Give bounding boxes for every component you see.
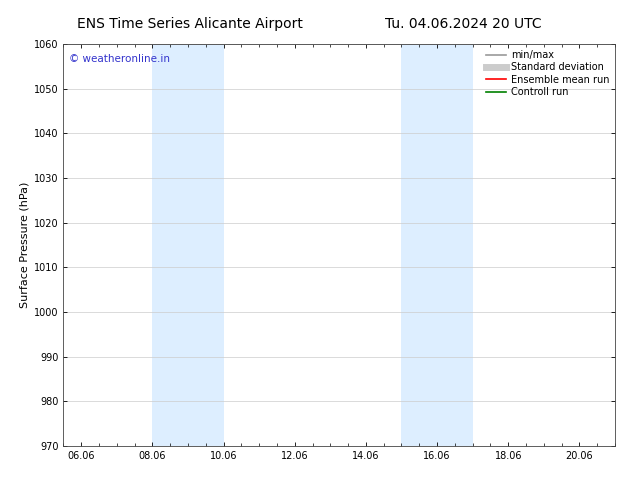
Legend: min/max, Standard deviation, Ensemble mean run, Controll run: min/max, Standard deviation, Ensemble me…: [482, 46, 613, 101]
Bar: [401, 44, 472, 446]
Bar: [152, 44, 224, 446]
Y-axis label: Surface Pressure (hPa): Surface Pressure (hPa): [20, 182, 30, 308]
Text: © weatheronline.in: © weatheronline.in: [69, 54, 170, 64]
Text: ENS Time Series Alicante Airport: ENS Time Series Alicante Airport: [77, 17, 303, 31]
Text: Tu. 04.06.2024 20 UTC: Tu. 04.06.2024 20 UTC: [384, 17, 541, 31]
